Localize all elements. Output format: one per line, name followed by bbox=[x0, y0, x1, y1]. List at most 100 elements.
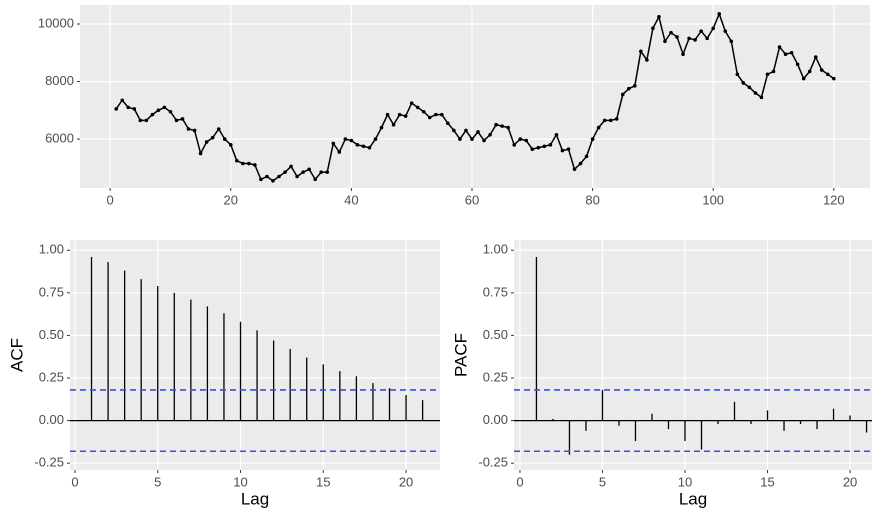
point bbox=[216, 127, 221, 131]
x-tick-label: 5 bbox=[599, 474, 606, 489]
point bbox=[120, 98, 125, 103]
point bbox=[361, 144, 366, 149]
point bbox=[464, 128, 468, 133]
point bbox=[548, 143, 553, 147]
point bbox=[343, 137, 348, 141]
point bbox=[633, 84, 637, 88]
point bbox=[421, 109, 426, 114]
point bbox=[271, 179, 275, 183]
x-tick-label: 20 bbox=[224, 192, 238, 207]
x-tick-label: 15 bbox=[316, 474, 330, 489]
point bbox=[572, 167, 577, 172]
x-tick-label: 20 bbox=[399, 474, 413, 489]
point bbox=[488, 132, 492, 137]
point bbox=[397, 112, 402, 117]
point bbox=[379, 125, 384, 130]
point bbox=[699, 29, 703, 33]
point bbox=[440, 112, 444, 117]
point bbox=[138, 118, 143, 123]
point bbox=[789, 50, 794, 55]
point bbox=[566, 147, 571, 151]
point bbox=[132, 107, 137, 111]
y-tick-label: 0.50 bbox=[39, 327, 64, 342]
x-tick-label: 60 bbox=[465, 192, 479, 207]
point bbox=[578, 161, 583, 166]
y-tick-label: 0.25 bbox=[483, 369, 508, 384]
point bbox=[234, 158, 239, 163]
panel-background bbox=[80, 5, 870, 188]
point bbox=[259, 177, 263, 182]
point bbox=[759, 95, 764, 100]
point bbox=[325, 170, 330, 174]
point bbox=[753, 91, 758, 95]
point bbox=[512, 143, 516, 147]
point bbox=[168, 109, 173, 114]
point bbox=[506, 125, 510, 130]
point bbox=[192, 128, 197, 133]
point bbox=[331, 141, 336, 146]
x-tick-label: 10 bbox=[233, 474, 247, 489]
point bbox=[283, 170, 287, 174]
point bbox=[554, 132, 559, 137]
y-tick-label: 0.00 bbox=[39, 412, 64, 427]
point bbox=[639, 49, 643, 54]
series-line bbox=[115, 11, 835, 182]
point bbox=[614, 117, 619, 121]
x-tick-label: 15 bbox=[760, 474, 774, 489]
point bbox=[446, 121, 450, 126]
point bbox=[620, 92, 625, 97]
point bbox=[819, 68, 824, 72]
point bbox=[626, 86, 631, 91]
point bbox=[602, 118, 607, 123]
point bbox=[584, 154, 589, 159]
x-tick-label: 0 bbox=[107, 192, 114, 207]
x-axis-title: Lag bbox=[241, 489, 269, 508]
point bbox=[735, 72, 740, 77]
point bbox=[524, 138, 529, 143]
point bbox=[180, 117, 185, 121]
point bbox=[518, 137, 523, 141]
x-tick-label: 5 bbox=[154, 474, 161, 489]
point bbox=[687, 36, 691, 41]
panel-background bbox=[70, 240, 440, 470]
point bbox=[156, 108, 161, 113]
x-tick-label: 10 bbox=[678, 474, 692, 489]
x-tick-label: 0 bbox=[516, 474, 523, 489]
point bbox=[295, 174, 299, 179]
point bbox=[765, 72, 770, 77]
point bbox=[608, 118, 613, 123]
x-tick-label: 20 bbox=[843, 474, 857, 489]
point bbox=[427, 115, 432, 120]
point bbox=[536, 145, 541, 150]
point bbox=[717, 12, 722, 16]
point bbox=[651, 26, 655, 31]
point bbox=[482, 138, 486, 143]
point bbox=[144, 118, 149, 123]
point bbox=[741, 81, 746, 85]
point bbox=[458, 137, 462, 141]
point bbox=[470, 137, 474, 141]
point bbox=[452, 128, 456, 133]
point bbox=[590, 137, 595, 141]
point bbox=[289, 164, 293, 169]
point bbox=[228, 143, 233, 147]
point bbox=[476, 130, 480, 134]
point bbox=[265, 174, 269, 179]
y-tick-label: 6000 bbox=[45, 131, 74, 146]
point bbox=[198, 151, 203, 156]
point bbox=[210, 135, 215, 140]
point bbox=[801, 76, 806, 81]
point bbox=[777, 45, 782, 49]
point bbox=[500, 124, 504, 128]
panel-background bbox=[514, 240, 872, 470]
point bbox=[795, 62, 800, 67]
point bbox=[832, 76, 836, 81]
y-axis-title: ACF bbox=[7, 338, 26, 372]
x-axis-title: Lag bbox=[679, 489, 707, 508]
point bbox=[277, 174, 281, 179]
point bbox=[204, 140, 209, 144]
point bbox=[771, 69, 776, 74]
x-tick-label: 120 bbox=[823, 192, 845, 207]
point bbox=[241, 161, 245, 166]
y-tick-label: 1.00 bbox=[39, 242, 64, 257]
